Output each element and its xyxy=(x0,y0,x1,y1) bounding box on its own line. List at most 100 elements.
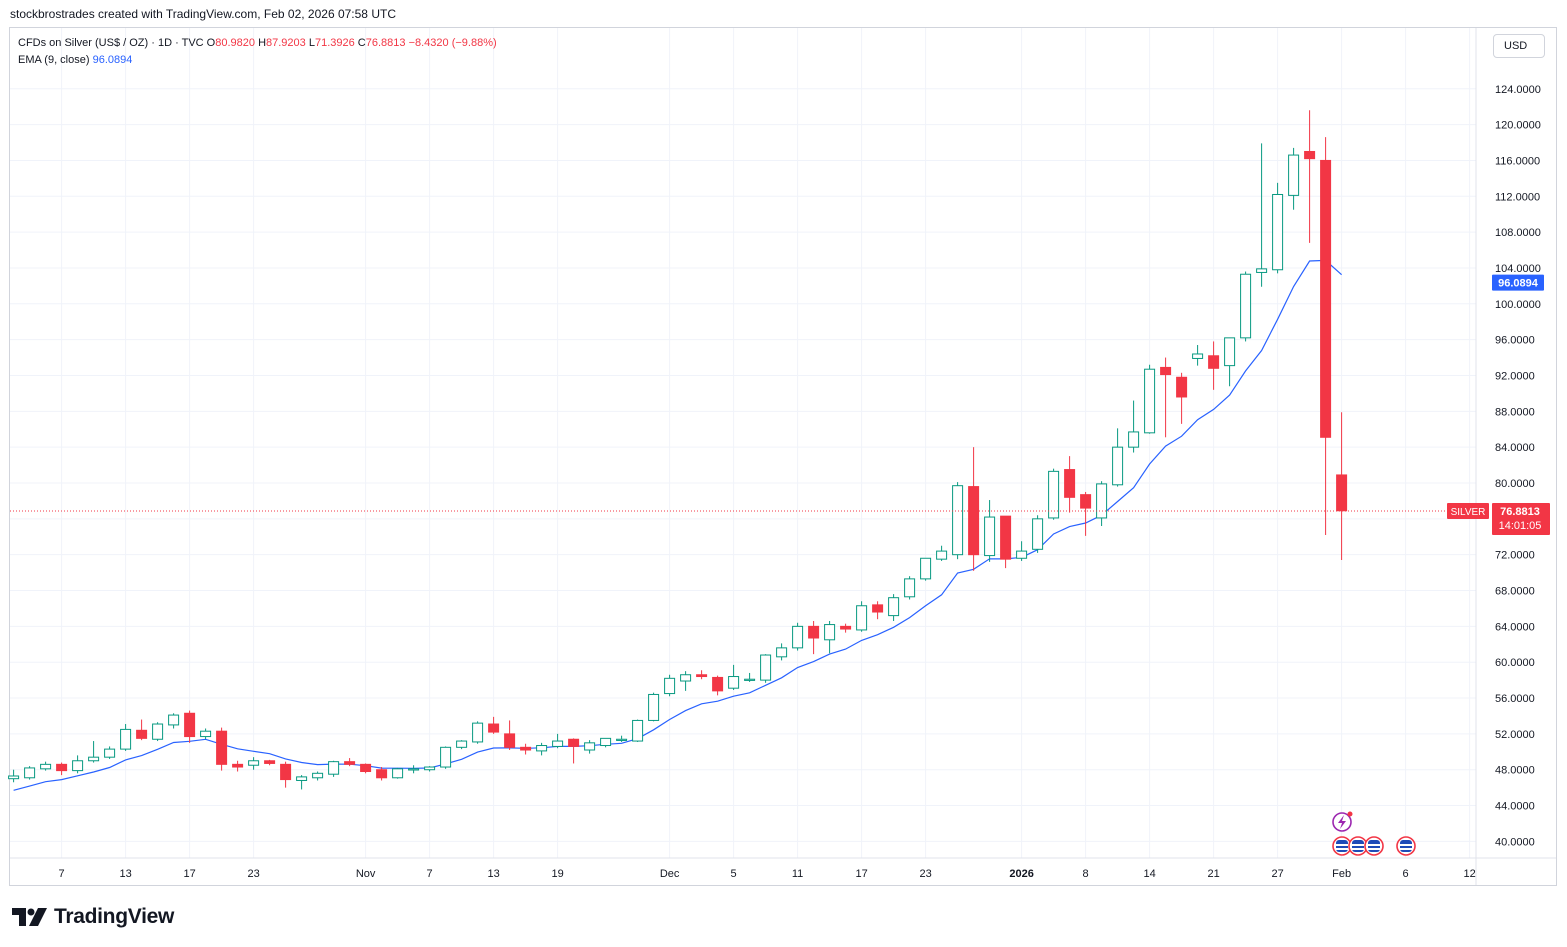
candle-down[interactable] xyxy=(1064,456,1076,513)
candle-down[interactable] xyxy=(216,727,228,771)
candle-up[interactable] xyxy=(760,654,772,683)
candle-down[interactable] xyxy=(1176,372,1188,424)
candle-up[interactable] xyxy=(664,674,676,697)
candle-down[interactable] xyxy=(376,767,388,781)
candle-up[interactable] xyxy=(120,724,132,751)
candle-up[interactable] xyxy=(680,671,692,691)
candle-up[interactable] xyxy=(776,643,788,661)
candle-down[interactable] xyxy=(1336,412,1348,561)
lightning-event-icon[interactable] xyxy=(1332,811,1353,832)
candle-up[interactable] xyxy=(1272,182,1284,274)
currency-button[interactable]: USD xyxy=(1493,34,1545,58)
candle-up[interactable] xyxy=(904,576,916,600)
candle-body xyxy=(504,733,516,748)
candle-down[interactable] xyxy=(504,720,516,751)
candle-up[interactable] xyxy=(952,482,964,560)
candle-up[interactable] xyxy=(552,733,564,749)
candle-up[interactable] xyxy=(440,746,452,769)
candle-up[interactable] xyxy=(1144,364,1156,434)
candle-up[interactable] xyxy=(600,737,612,748)
candle-up[interactable] xyxy=(584,740,596,754)
candle-down[interactable] xyxy=(1080,491,1092,536)
candle-up[interactable] xyxy=(1224,337,1236,387)
candle-up[interactable] xyxy=(1128,400,1140,453)
candle-up[interactable] xyxy=(728,664,740,690)
candle-down[interactable] xyxy=(968,447,980,571)
candle-up[interactable] xyxy=(328,760,340,777)
candle-down[interactable] xyxy=(1320,137,1332,535)
candle-up[interactable] xyxy=(1256,143,1268,287)
candle-up[interactable] xyxy=(152,722,164,742)
candle-up[interactable] xyxy=(1112,428,1124,487)
candle-down[interactable] xyxy=(280,761,292,788)
price-tick-label: 72.0000 xyxy=(1495,550,1535,562)
candle-up[interactable] xyxy=(1032,515,1044,553)
candle-body xyxy=(552,740,564,747)
candle-down[interactable] xyxy=(56,762,68,776)
candle-up[interactable] xyxy=(856,601,868,632)
candle-up[interactable] xyxy=(408,765,420,774)
candle-down[interactable] xyxy=(232,760,244,772)
time-tick-label: Nov xyxy=(356,868,376,880)
candle-up[interactable] xyxy=(888,594,900,621)
candle-up[interactable] xyxy=(1016,541,1028,561)
candle-up[interactable] xyxy=(936,545,948,561)
candle-body xyxy=(568,738,580,747)
candle-up[interactable] xyxy=(1192,345,1204,366)
candle-up[interactable] xyxy=(920,557,932,581)
candle-up[interactable] xyxy=(248,757,260,770)
candle-down[interactable] xyxy=(488,716,500,734)
candle-down[interactable] xyxy=(1304,110,1316,243)
candle-up[interactable] xyxy=(1288,147,1300,210)
candle-down[interactable] xyxy=(1208,341,1220,390)
candle-up[interactable] xyxy=(792,622,804,651)
candle-down[interactable] xyxy=(712,675,724,696)
candle-down[interactable] xyxy=(520,743,532,755)
candle-down[interactable] xyxy=(696,670,708,680)
candle-up[interactable] xyxy=(312,771,324,781)
candle-up[interactable] xyxy=(984,500,996,562)
candle-down[interactable] xyxy=(136,719,148,741)
candle-up[interactable] xyxy=(104,746,116,759)
candle-up[interactable] xyxy=(648,692,660,722)
candle-up[interactable] xyxy=(632,719,644,742)
candle-up[interactable] xyxy=(1048,468,1060,520)
candle-down[interactable] xyxy=(1160,357,1172,438)
candle-up[interactable] xyxy=(200,728,212,740)
candle-up[interactable] xyxy=(456,740,468,750)
candle-down[interactable] xyxy=(808,620,820,655)
candle-down[interactable] xyxy=(872,601,884,620)
candle-down[interactable] xyxy=(264,759,276,766)
legend-ema-row: EMA (9, close) 96.0894 xyxy=(18,52,497,69)
candle-up[interactable] xyxy=(392,767,404,779)
candle-down[interactable] xyxy=(568,738,580,764)
candle-down[interactable] xyxy=(1000,515,1012,569)
candle-up[interactable] xyxy=(616,735,628,742)
us-flag-icon[interactable] xyxy=(1364,836,1384,856)
candle-up[interactable] xyxy=(824,620,836,654)
us-flag-icon[interactable] xyxy=(1332,836,1352,856)
candle-up[interactable] xyxy=(1240,271,1252,342)
candles-layer xyxy=(8,110,1348,790)
candle-down[interactable] xyxy=(344,758,356,767)
candle-down[interactable] xyxy=(184,710,196,743)
candle-up[interactable] xyxy=(472,721,484,744)
candle-up[interactable] xyxy=(24,766,36,780)
candle-up[interactable] xyxy=(536,742,548,756)
candle-up[interactable] xyxy=(72,755,84,774)
candle-up[interactable] xyxy=(424,766,436,772)
candle-up[interactable] xyxy=(1096,481,1108,527)
candle-up[interactable] xyxy=(168,713,180,729)
event-markers[interactable] xyxy=(1332,811,1416,856)
candle-up[interactable] xyxy=(8,769,20,783)
candle-down[interactable] xyxy=(360,763,372,774)
candle-down[interactable] xyxy=(840,623,852,633)
candle-up[interactable] xyxy=(88,741,100,763)
candle-body xyxy=(40,763,52,770)
candle-up[interactable] xyxy=(40,761,52,771)
candle-up[interactable] xyxy=(296,775,308,790)
candle-up[interactable] xyxy=(744,672,756,682)
candle-body xyxy=(312,772,324,779)
us-flag-icon[interactable] xyxy=(1396,836,1416,856)
